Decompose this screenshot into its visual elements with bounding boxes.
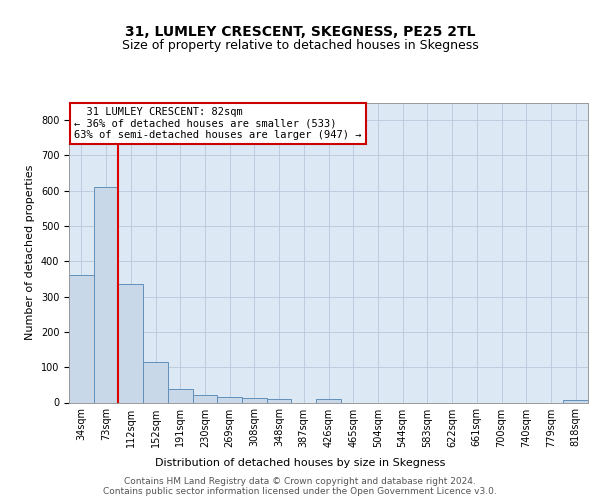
Bar xyxy=(168,390,193,402)
Text: 31 LUMLEY CRESCENT: 82sqm
← 36% of detached houses are smaller (533)
63% of semi: 31 LUMLEY CRESCENT: 82sqm ← 36% of detac… xyxy=(74,107,362,140)
Bar xyxy=(563,400,588,402)
Bar xyxy=(217,397,242,402)
Bar xyxy=(69,276,94,402)
Text: Contains HM Land Registry data © Crown copyright and database right 2024.: Contains HM Land Registry data © Crown c… xyxy=(124,476,476,486)
Y-axis label: Number of detached properties: Number of detached properties xyxy=(25,165,35,340)
Text: Contains public sector information licensed under the Open Government Licence v3: Contains public sector information licen… xyxy=(103,486,497,496)
Text: Distribution of detached houses by size in Skegness: Distribution of detached houses by size … xyxy=(155,458,445,468)
Text: Size of property relative to detached houses in Skegness: Size of property relative to detached ho… xyxy=(122,38,478,52)
Bar xyxy=(267,399,292,402)
Text: 31, LUMLEY CRESCENT, SKEGNESS, PE25 2TL: 31, LUMLEY CRESCENT, SKEGNESS, PE25 2TL xyxy=(125,26,475,40)
Bar xyxy=(316,399,341,402)
Bar xyxy=(242,398,267,402)
Bar xyxy=(193,396,217,402)
Bar xyxy=(143,362,168,403)
Bar xyxy=(94,187,118,402)
Bar xyxy=(118,284,143,403)
